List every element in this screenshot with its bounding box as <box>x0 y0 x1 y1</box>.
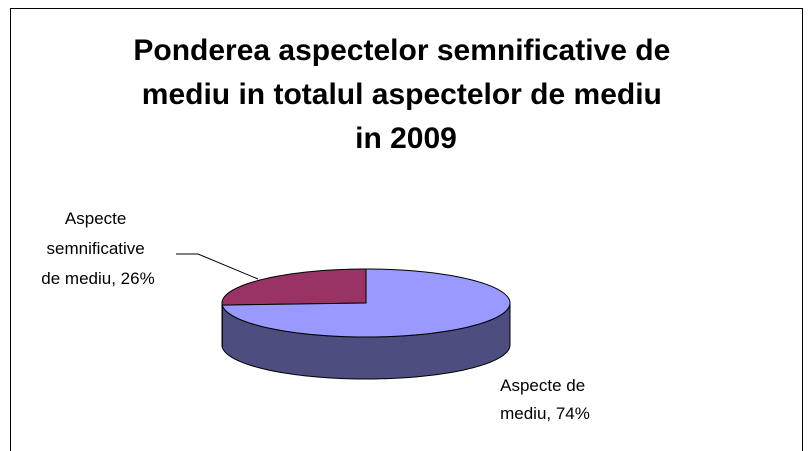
chart-frame <box>10 8 803 451</box>
leader-line <box>176 253 259 280</box>
pie-slice <box>221 268 511 338</box>
data-label: Aspecte semnificative de mediu, 26% <box>41 209 154 288</box>
pie-slice <box>221 268 367 306</box>
data-label: Aspecte de mediu, 74% <box>500 376 590 423</box>
chart-title: Ponderea aspectelor semnificative de med… <box>133 34 678 155</box>
